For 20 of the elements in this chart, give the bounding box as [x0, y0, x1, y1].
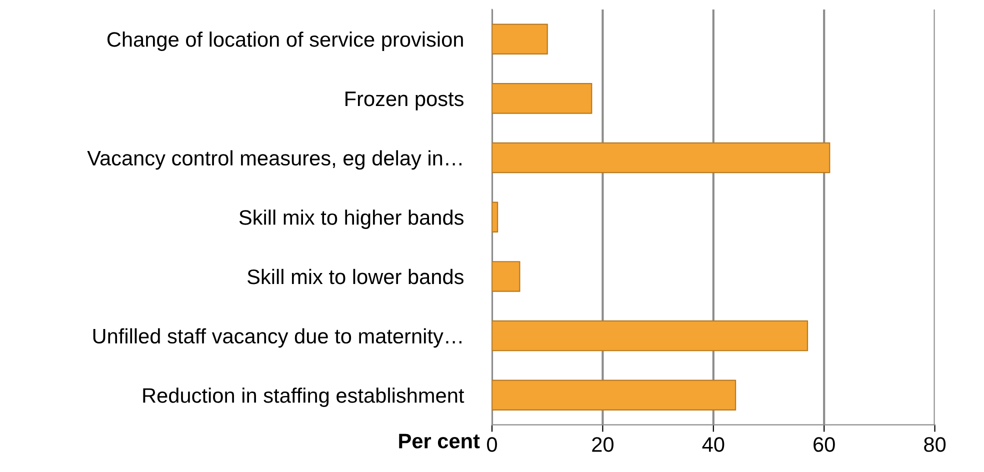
y-tick-label: Vacancy control measures, eg delay in… [87, 150, 462, 170]
y-tick-label: Skill mix to higher bands [239, 210, 464, 229]
x-tick-label: 20 [592, 437, 614, 452]
bar [492, 261, 520, 292]
y-tick-label: Skill mix to lower bands [248, 268, 464, 284]
x-tick-label: 60 [814, 437, 835, 452]
bar [492, 24, 548, 54]
x-tick-label: 80 [924, 437, 946, 452]
bar [492, 320, 808, 352]
bar [492, 142, 830, 174]
x-axis-title: Per cent [399, 434, 480, 448]
bar [492, 83, 592, 114]
y-tick-label: Frozen posts [346, 92, 464, 110]
y-tick-label: Unfilled staff vacancy due to maternity… [93, 328, 462, 348]
bar [492, 380, 736, 411]
y-tick-label: Change of location of service provision [107, 32, 463, 51]
x-tick-label: 0 [487, 437, 497, 452]
bar [492, 202, 498, 233]
y-tick-label: Reduction in staffing establishment [143, 388, 464, 408]
x-tick-label: 40 [702, 437, 724, 452]
